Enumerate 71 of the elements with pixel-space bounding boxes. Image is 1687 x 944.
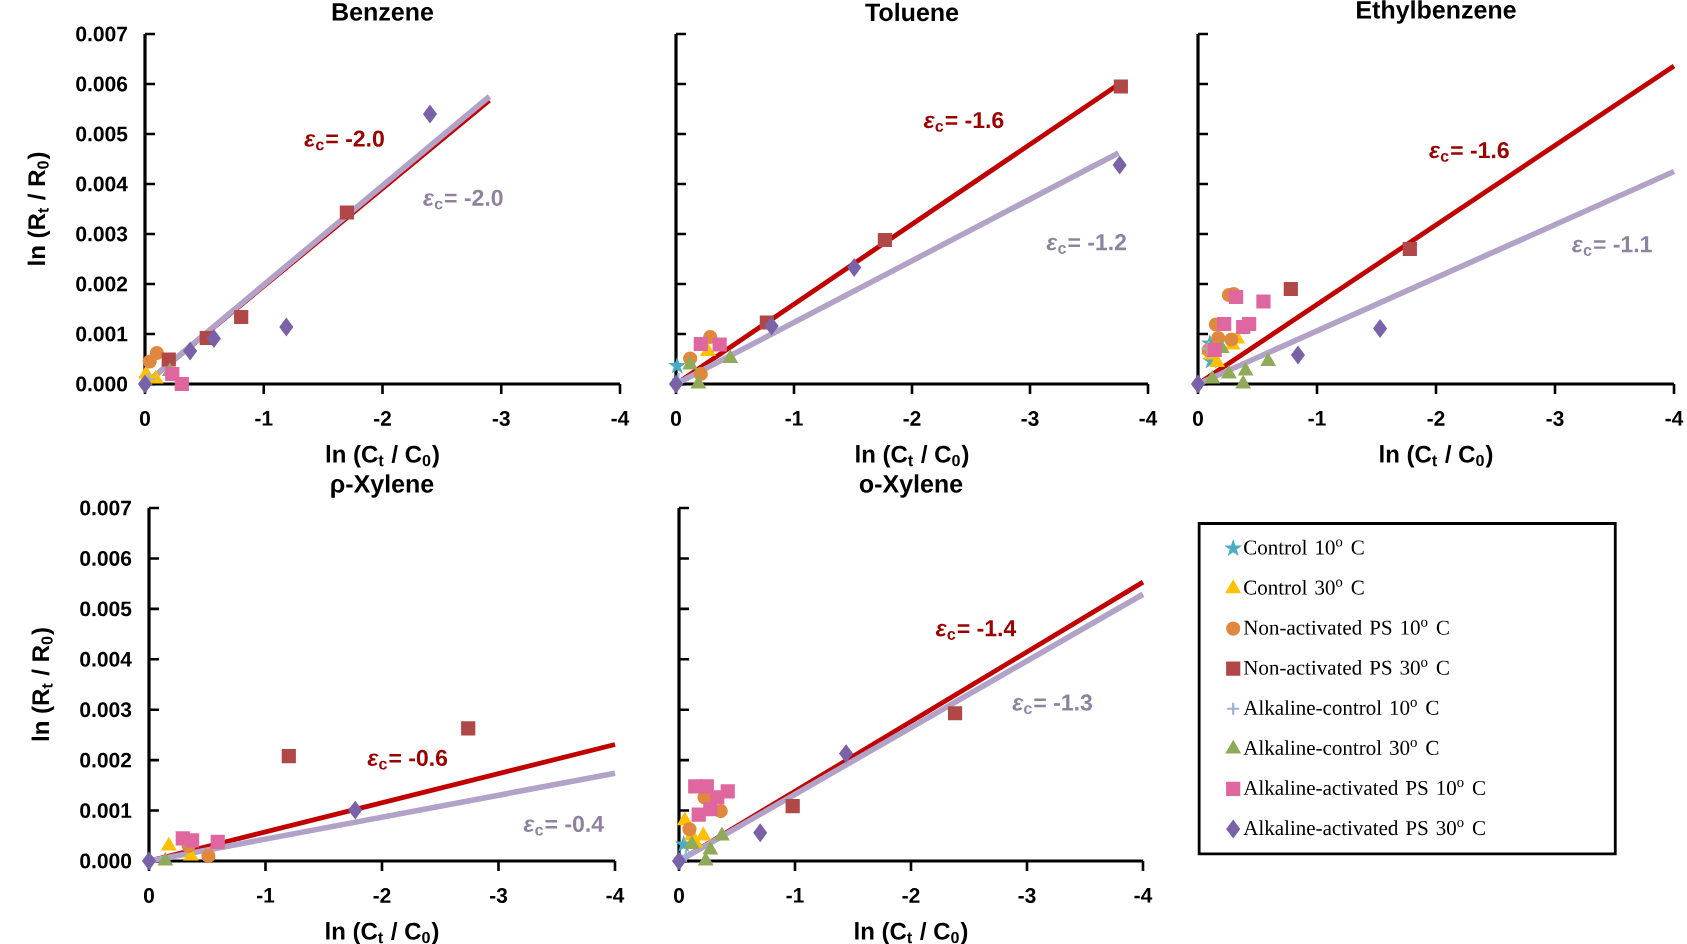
y-tick-label: 0.006 (76, 76, 128, 92)
x-tick-label: 0 (139, 411, 150, 426)
y-tick-label: 0.000 (80, 853, 132, 869)
y-tick-label: 0.005 (80, 601, 132, 617)
x-tick-label: 0 (670, 411, 681, 426)
x-tick-label: -2 (373, 411, 391, 426)
annotation: ε$_{c}$= -1.2 (1046, 234, 1126, 254)
y-tick-label: 0.007 (76, 26, 127, 42)
x-tick-label: 0 (673, 888, 684, 903)
y-tick-label: 0.002 (76, 276, 128, 292)
x-tick-label: -3 (1021, 411, 1039, 426)
x-tick-label: -1 (1308, 411, 1326, 426)
x-tick-label: -4 (1665, 411, 1684, 426)
y-tick-label: 0.002 (80, 752, 132, 768)
x-tick-label: -2 (903, 411, 921, 426)
chart-title: o-Xylene (859, 474, 963, 498)
x-axis-title: ln (C$_{t}$ / C$_{0}$) (326, 922, 439, 944)
legend-label: Alkaline-control 10$^{o}$ C (1243, 699, 1439, 715)
chart-title: ρ-Xylene (331, 474, 434, 498)
y-tick-label: 0.000 (76, 376, 128, 392)
y-tick-label: 0.001 (76, 326, 128, 342)
annotation: ε$_{c}$= -1.1 (1572, 236, 1652, 256)
legend-label: Control 10$^{o}$ C (1244, 539, 1364, 555)
chart-title: Ethylbenzene (1357, 0, 1516, 24)
legend-label: Non-activated PS 30$^{o}$ C (1243, 659, 1449, 675)
annotation: ε$_{c}$= -1.3 (1012, 694, 1092, 715)
x-tick-label: -3 (489, 888, 508, 903)
x-tick-label: -1 (786, 888, 804, 903)
x-tick-label: 0 (143, 888, 154, 903)
x-tick-label: -3 (492, 411, 510, 426)
x-tick-label: -1 (256, 888, 275, 903)
x-tick-label: -2 (373, 888, 391, 903)
x-axis-title: ln (C$_{t}$ / C$_{0}$) (326, 445, 439, 468)
y-tick-label: 0.001 (80, 803, 132, 819)
legend-label: Alkaline-control 30$^{o}$ C (1243, 739, 1439, 755)
x-tick-label: 0 (1192, 411, 1203, 426)
annotation: ε$_{c}$= -0.4 (523, 815, 604, 836)
y-tick-label: 0.004 (80, 651, 132, 667)
y-tick-label: 0.006 (80, 551, 132, 566)
y-axis-title: ln (R$_{t}$ / R$_{0}$) (31, 628, 54, 741)
annotation: ε$_{c}$= -0.6 (367, 749, 448, 770)
annotation: ε$_{c}$= -1.4 (935, 620, 1017, 640)
y-axis-title: ln (R$_{t}$ / R$_{0}$) (27, 152, 50, 265)
x-tick-label: -2 (902, 888, 920, 903)
y-tick-label: 0.005 (76, 126, 128, 142)
chart-title: Benzene (332, 3, 434, 21)
x-tick-label: -3 (1018, 888, 1036, 903)
legend-label: Alkaline-activated PS 10$^{o}$ C (1243, 779, 1485, 796)
y-tick-label: 0.003 (76, 226, 128, 242)
legend-label: Control 30$^{o}$ C (1244, 579, 1364, 595)
legend-label: Alkaline-activated PS 30$^{o}$ C (1243, 820, 1485, 836)
x-tick-label: -4 (606, 888, 625, 903)
y-tick-label: 0.003 (80, 702, 132, 718)
annotation: ε$_{c}$= -1.6 (923, 111, 1004, 132)
x-tick-label: -2 (1427, 411, 1445, 426)
x-tick-label: -4 (611, 411, 630, 426)
y-tick-label: 0.007 (80, 500, 132, 516)
chart-title: Toluene (865, 2, 959, 22)
x-tick-label: -4 (1134, 888, 1153, 903)
x-axis-title: ln (C$_{t}$ / C$_{0}$) (856, 445, 969, 468)
x-tick-label: -3 (1546, 411, 1564, 426)
x-tick-label: -1 (785, 411, 803, 426)
annotation: ε$_{c}$= -2.0 (304, 130, 384, 151)
x-axis-title: ln (C$_{t}$ / C$_{0}$) (855, 922, 968, 944)
x-tick-label: -4 (1139, 411, 1158, 426)
legend-label: Non-activated PS 10$^{o}$ C (1243, 619, 1449, 635)
annotation: ε$_{c}$= -1.6 (1429, 142, 1509, 162)
x-tick-label: -1 (255, 411, 273, 426)
annotation: ε$_{c}$= -2.0 (423, 189, 503, 210)
x-axis-title: ln (C$_{t}$ / C$_{0}$) (1380, 445, 1493, 468)
y-tick-label: 0.004 (76, 176, 128, 192)
